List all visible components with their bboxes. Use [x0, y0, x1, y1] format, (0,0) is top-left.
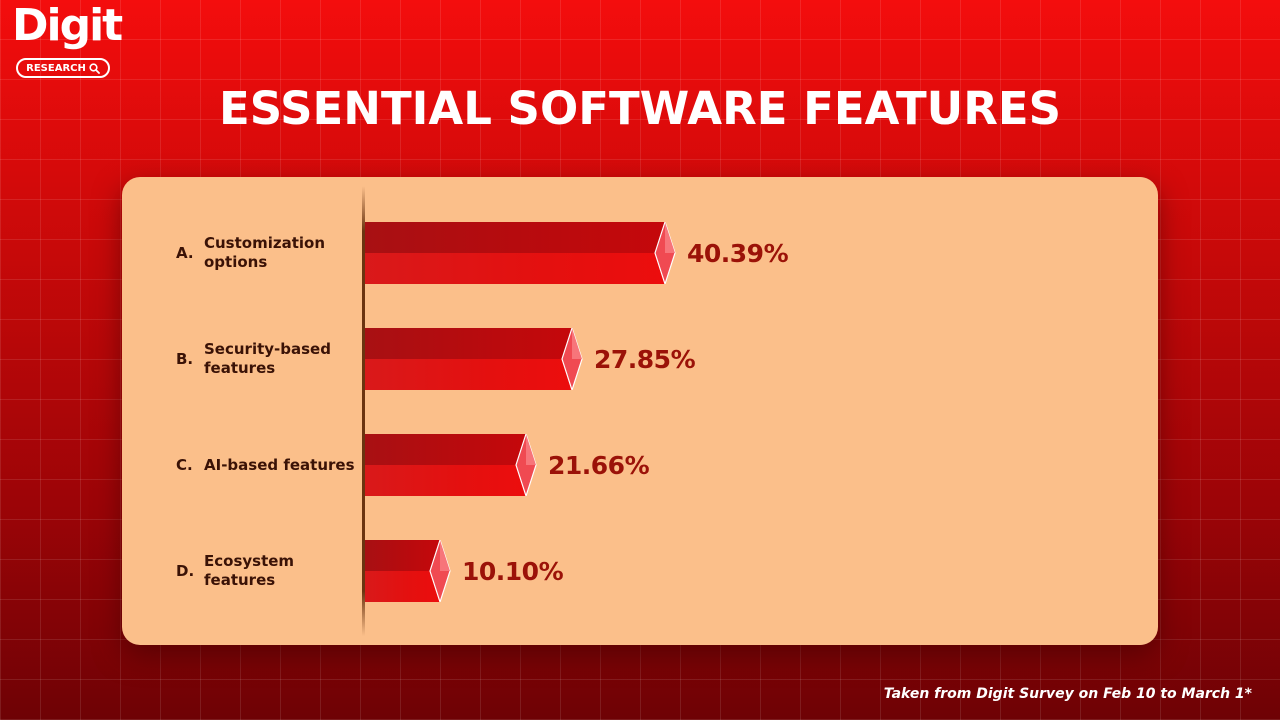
category-label: Ecosystem features: [204, 552, 295, 589]
bar-row: D. Ecosystem features 10.10%: [0, 540, 1280, 602]
category-letter: A.: [176, 244, 194, 262]
bar-bottom-face: [365, 253, 665, 284]
bar-top-face: [365, 328, 572, 359]
category-letter: B.: [176, 350, 194, 368]
bar-row: C. AI-based features 21.66%: [0, 434, 1280, 496]
bar: [365, 222, 665, 284]
category-label: AI-based features: [204, 455, 355, 474]
bar: [365, 328, 572, 390]
value-label: 10.10%: [462, 556, 564, 586]
bar-row: B. Security-based features 27.85%: [0, 328, 1280, 390]
value-label: 40.39%: [687, 238, 789, 268]
bar-end-cap: [429, 540, 451, 602]
bar-top-face: [365, 434, 526, 465]
bar-bottom-face: [365, 359, 572, 390]
category-letter: D.: [176, 562, 195, 580]
category-label: Security-based features: [204, 340, 331, 377]
chart-title: ESSENTIAL SOFTWARE FEATURES: [219, 82, 1061, 135]
survey-footnote: Taken from Digit Survey on Feb 10 to Mar…: [883, 686, 1252, 702]
category-letter: C.: [176, 456, 193, 474]
bar-end-cap: [561, 328, 583, 390]
logo-badge: RESEARCH: [16, 58, 110, 78]
category-label: Customization options: [204, 234, 326, 271]
bar-bottom-face: [365, 571, 440, 602]
bar-row: A. Customization options 40.39%: [0, 222, 1280, 284]
bar-top-face: [365, 222, 665, 253]
logo-badge-text: RESEARCH: [26, 62, 86, 74]
digit-research-logo: Digit RESEARCH: [12, 0, 123, 82]
bar-bottom-face: [365, 465, 526, 496]
bar-end-cap: [515, 434, 537, 496]
axis-divider: [362, 186, 365, 636]
logo-wordmark: Digit: [12, 0, 123, 51]
bar: [365, 540, 440, 602]
bar-top-face: [365, 540, 440, 571]
bar-end-cap: [654, 222, 676, 284]
value-label: 21.66%: [548, 450, 650, 480]
value-label: 27.85%: [594, 344, 696, 374]
magnifier-icon: [89, 62, 100, 74]
bar: [365, 434, 526, 496]
